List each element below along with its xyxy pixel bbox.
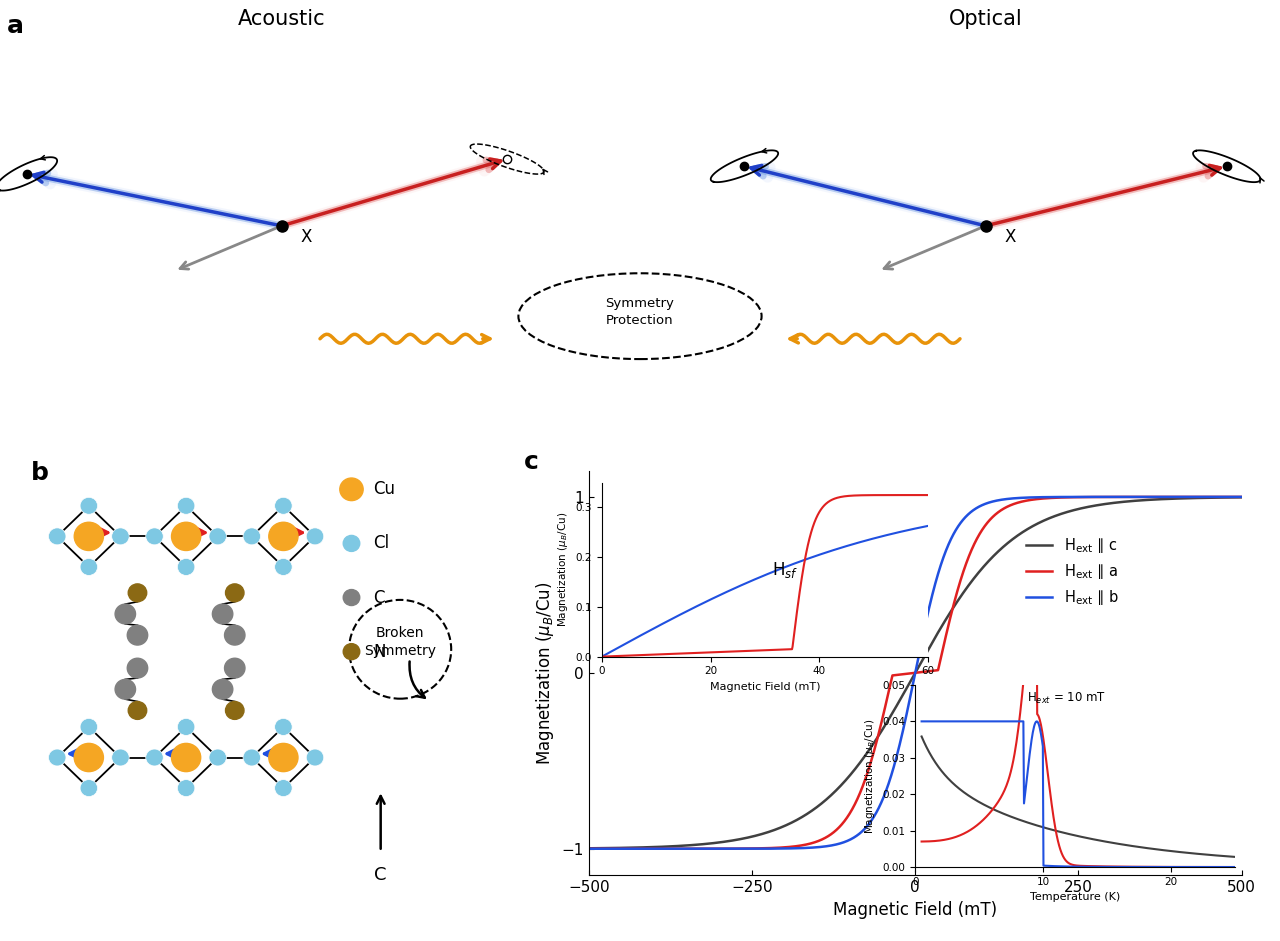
Circle shape [172,522,201,550]
Circle shape [178,559,195,576]
Circle shape [81,719,97,736]
Circle shape [343,644,360,660]
Circle shape [225,583,244,602]
Text: Broken
Symmetry: Broken Symmetry [364,626,436,659]
Circle shape [224,626,244,646]
Text: Acoustic: Acoustic [238,9,325,29]
Text: Symmetry
Protection: Symmetry Protection [605,296,675,327]
Circle shape [275,497,292,514]
Text: C: C [374,588,385,607]
Text: Optical: Optical [948,9,1023,29]
Circle shape [269,522,298,550]
Legend: H$_\mathrm{ext}$ ∥ c, H$_\mathrm{ext}$ ∥ a, H$_\mathrm{ext}$ ∥ b: H$_\mathrm{ext}$ ∥ c, H$_\mathrm{ext}$ ∥… [1020,530,1125,614]
Text: b: b [31,461,49,486]
Text: X: X [301,228,312,246]
Circle shape [275,559,292,576]
Circle shape [343,589,360,606]
Circle shape [115,604,136,624]
Circle shape [178,779,195,796]
Circle shape [81,559,97,576]
Circle shape [275,719,292,736]
Circle shape [269,743,298,772]
Circle shape [275,779,292,796]
Circle shape [146,528,164,545]
Circle shape [178,497,195,514]
Circle shape [111,749,129,766]
Circle shape [115,679,136,699]
Circle shape [343,535,360,551]
Circle shape [74,522,104,550]
Circle shape [74,743,104,772]
Text: Cu: Cu [374,480,396,499]
Circle shape [339,478,364,501]
Text: X: X [1005,228,1016,246]
Circle shape [225,702,244,719]
Text: c: c [524,451,539,474]
Text: C: C [375,866,387,884]
Circle shape [306,528,324,545]
Circle shape [127,626,147,646]
Circle shape [212,604,233,624]
Circle shape [243,528,261,545]
Circle shape [178,719,195,736]
Circle shape [128,702,147,719]
Circle shape [209,749,227,766]
X-axis label: Magnetic Field (mT): Magnetic Field (mT) [833,901,997,918]
Circle shape [306,749,324,766]
Circle shape [49,528,67,545]
Circle shape [224,659,244,678]
Circle shape [212,679,233,699]
Y-axis label: Magnetization ($\mu_B$/Cu): Magnetization ($\mu_B$/Cu) [534,582,556,764]
Circle shape [243,749,261,766]
Circle shape [146,749,164,766]
Circle shape [111,528,129,545]
Circle shape [81,497,97,514]
Circle shape [49,749,67,766]
Circle shape [128,583,147,602]
Circle shape [81,779,97,796]
Text: a: a [6,13,23,38]
Circle shape [209,528,227,545]
Circle shape [172,743,201,772]
Text: N: N [374,643,385,661]
Text: Cl: Cl [374,534,389,552]
Circle shape [127,659,147,678]
